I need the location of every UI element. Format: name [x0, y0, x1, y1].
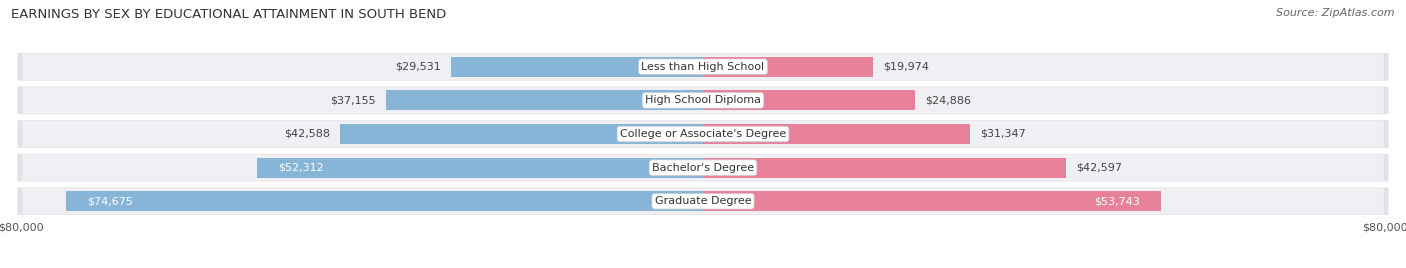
Bar: [66, 191, 703, 211]
Text: Source: ZipAtlas.com: Source: ZipAtlas.com: [1277, 8, 1395, 18]
FancyBboxPatch shape: [17, 154, 1389, 181]
FancyBboxPatch shape: [22, 121, 1384, 147]
Text: College or Associate's Degree: College or Associate's Degree: [620, 129, 786, 139]
Bar: [703, 57, 873, 77]
Text: $29,531: $29,531: [395, 62, 441, 72]
Text: $19,974: $19,974: [883, 62, 929, 72]
Text: Bachelor's Degree: Bachelor's Degree: [652, 163, 754, 173]
Text: Less than High School: Less than High School: [641, 62, 765, 72]
Bar: [340, 124, 703, 144]
Bar: [387, 90, 703, 110]
Bar: [703, 158, 1066, 178]
Bar: [703, 124, 970, 144]
FancyBboxPatch shape: [17, 87, 1389, 114]
Text: $74,675: $74,675: [87, 196, 134, 206]
FancyBboxPatch shape: [22, 188, 1384, 214]
FancyBboxPatch shape: [17, 188, 1389, 215]
Text: EARNINGS BY SEX BY EDUCATIONAL ATTAINMENT IN SOUTH BEND: EARNINGS BY SEX BY EDUCATIONAL ATTAINMEN…: [11, 8, 447, 21]
Text: $42,597: $42,597: [1077, 163, 1122, 173]
Text: $37,155: $37,155: [330, 95, 375, 105]
Text: $53,743: $53,743: [1094, 196, 1140, 206]
FancyBboxPatch shape: [17, 120, 1389, 148]
Text: $52,312: $52,312: [278, 163, 323, 173]
Text: High School Diploma: High School Diploma: [645, 95, 761, 105]
Bar: [703, 90, 915, 110]
FancyBboxPatch shape: [22, 155, 1384, 181]
FancyBboxPatch shape: [22, 54, 1384, 80]
Text: Graduate Degree: Graduate Degree: [655, 196, 751, 206]
Text: $24,886: $24,886: [925, 95, 972, 105]
Bar: [257, 158, 703, 178]
Bar: [703, 191, 1161, 211]
Text: $42,588: $42,588: [284, 129, 329, 139]
FancyBboxPatch shape: [17, 53, 1389, 80]
Bar: [451, 57, 703, 77]
FancyBboxPatch shape: [22, 87, 1384, 113]
Text: $31,347: $31,347: [980, 129, 1026, 139]
